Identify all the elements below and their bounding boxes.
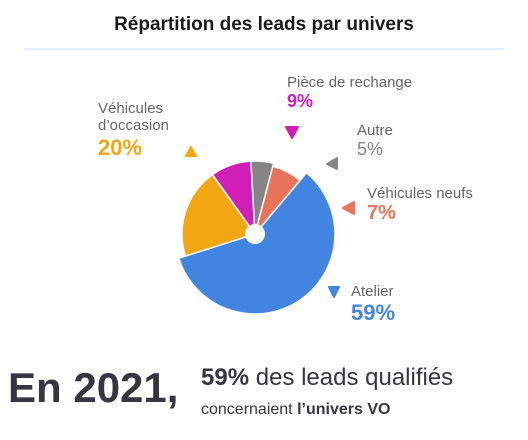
- label-vo-name: Véhicules d’occasion: [98, 100, 169, 135]
- chart-title: Répartition des leads par univers: [114, 14, 414, 35]
- label-vn-name: Véhicules neufs: [367, 185, 473, 202]
- label-atelier-value: 59%: [351, 300, 396, 326]
- footer-text1: des leads qualifiés: [249, 364, 454, 391]
- label-autre-name: Autre: [357, 122, 393, 139]
- label-atelier: Atelier 59%: [351, 283, 395, 326]
- label-pieces-name: Pièce de rechange: [287, 74, 413, 91]
- label-pieces-value: 9%: [287, 91, 314, 112]
- footer-line1: 59% des leads qualifiés: [201, 364, 453, 392]
- label-autre: Autre 5%: [357, 122, 393, 160]
- label-vn-value: 7%: [367, 202, 396, 225]
- slice-vo: [181, 173, 257, 258]
- label-atelier-name: Atelier: [351, 283, 394, 300]
- slice-vn: [254, 165, 302, 235]
- label-vo-value: 20%: [98, 134, 143, 160]
- marker-vo: [185, 146, 197, 157]
- slice-autre: [250, 160, 275, 235]
- footer-line2: concernaient l’univers VO: [201, 401, 390, 419]
- marker-atelier: [328, 286, 340, 298]
- marker-vn: [342, 201, 355, 215]
- marker-autre: [326, 157, 338, 170]
- pie-center-hole: [245, 224, 265, 244]
- marker-pieces: [285, 126, 299, 139]
- label-vo: Véhicules d’occasion 20%: [98, 100, 208, 160]
- title-divider: [24, 48, 504, 50]
- footer-text2-prefix: concernaient: [201, 401, 298, 418]
- label-vn: Véhicules neufs 7%: [367, 185, 473, 225]
- label-pieces: Pièce de rechange 9%: [287, 74, 412, 112]
- label-autre-value: 5%: [357, 139, 384, 160]
- footer-year: En 2021,: [8, 364, 179, 411]
- footer-text2-bold: l’univers VO: [297, 401, 391, 418]
- footer-pct: 59%: [201, 364, 250, 391]
